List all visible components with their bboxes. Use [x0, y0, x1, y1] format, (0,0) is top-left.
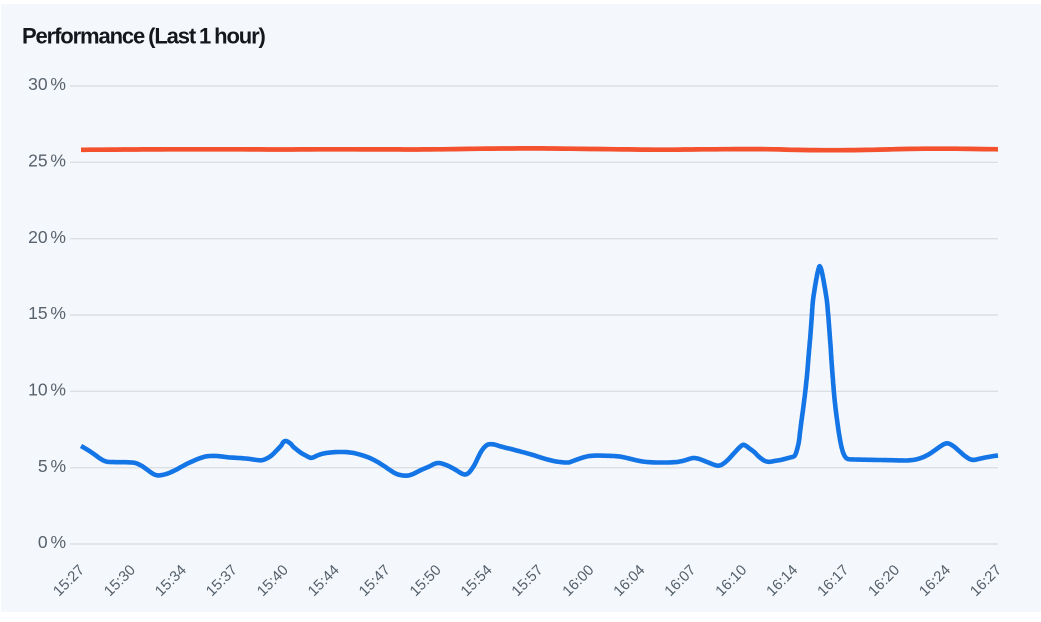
svg-text:25 %: 25 %: [28, 151, 66, 171]
svg-text:20 %: 20 %: [28, 227, 66, 247]
svg-text:Performance (Last 1 hour): Performance (Last 1 hour): [22, 24, 266, 49]
svg-text:10 %: 10 %: [28, 380, 66, 400]
svg-text:0 %: 0 %: [38, 532, 66, 552]
svg-text:30 %: 30 %: [28, 74, 66, 94]
svg-text:5 %: 5 %: [38, 456, 66, 476]
svg-text:15 %: 15 %: [28, 303, 66, 323]
